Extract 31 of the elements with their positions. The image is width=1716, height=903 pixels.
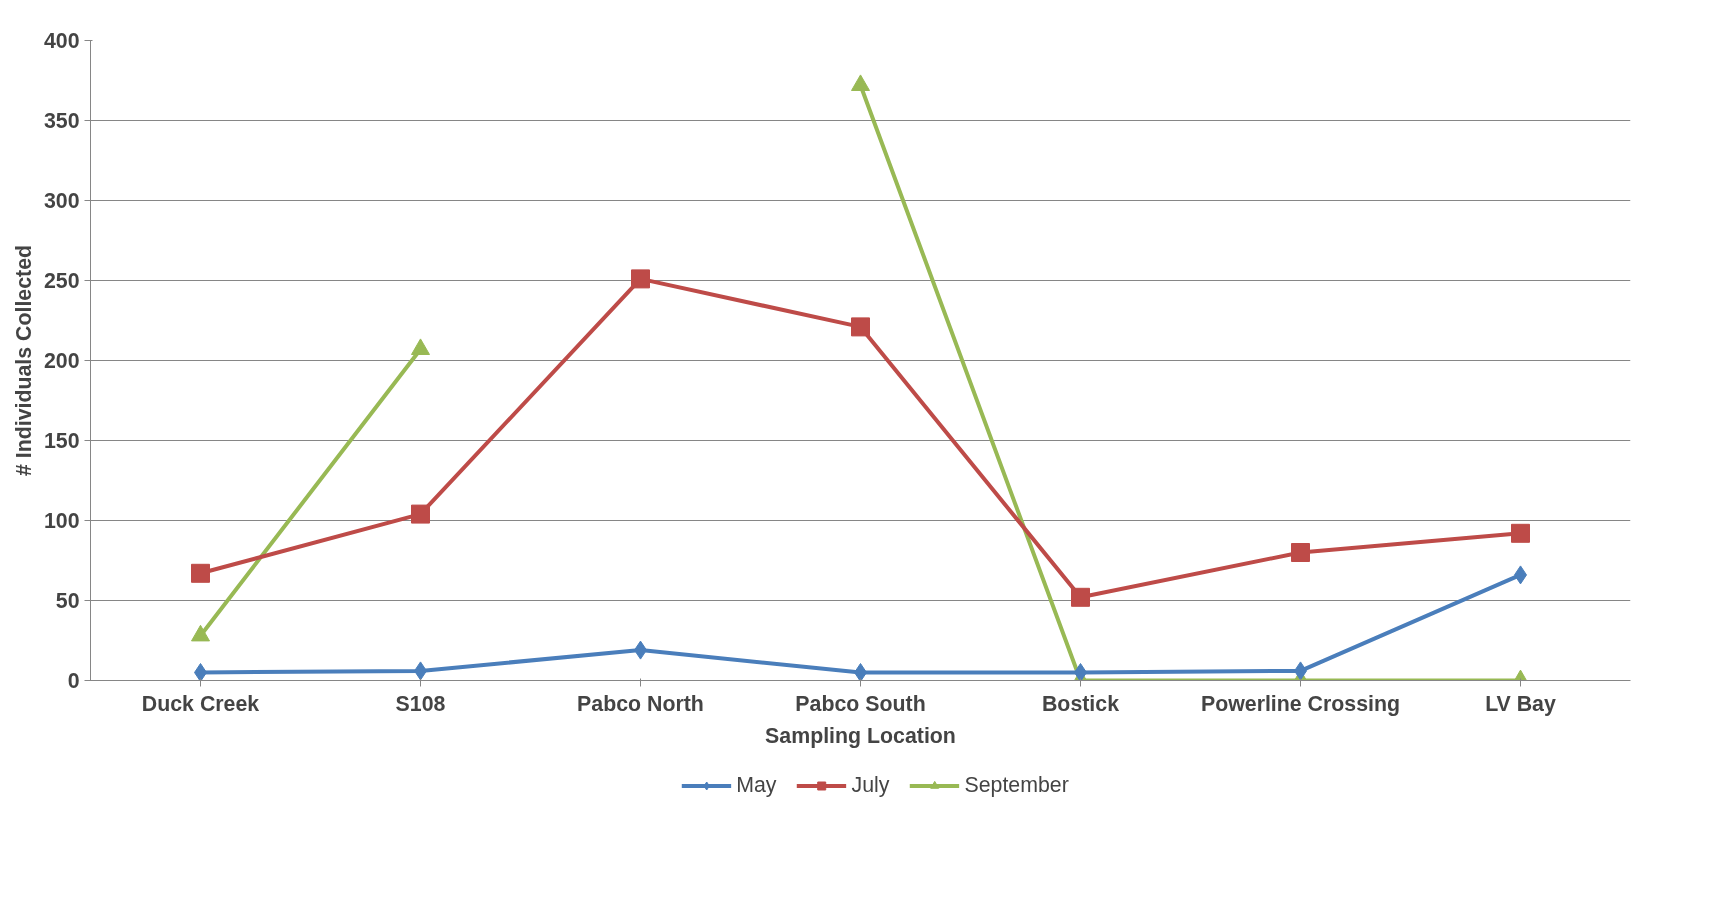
x-tick-label: Pabco North [577,691,704,716]
y-tick-label: 350 [43,109,80,133]
point [854,663,867,681]
y-tick-label: 100 [43,509,80,533]
x-tick-label: Duck Creek [141,691,260,716]
legend-label: July [851,772,890,798]
point [851,317,870,337]
y-axis-title: # Individuals Collected [11,244,36,477]
y-tick-label: 400 [43,29,80,53]
x-axis-title: Sampling Location [765,723,956,748]
x-tick-label: Bostick [1041,691,1120,716]
point [1291,543,1310,562]
point [631,269,650,289]
x-tick-label: Pabco South [795,691,926,716]
point [1511,523,1530,543]
y-tick-label: 250 [43,269,80,293]
y-tick-label: 0 [67,669,80,693]
y-tick-label: 300 [43,189,80,213]
point [1074,663,1087,681]
legend-label: September [964,772,1069,798]
point [1071,587,1090,607]
point [194,663,207,681]
legend-label: May [736,772,777,798]
x-tick-label: S108 [395,691,446,716]
y-tick-label: 150 [43,429,80,453]
y-tick-label: 200 [43,349,80,373]
x-tick-label: Powerline Crossing [1200,691,1401,716]
x-tick-label: LV Bay [1485,691,1556,716]
y-tick-label: 50 [55,589,80,613]
point [191,563,210,583]
point [411,504,430,524]
